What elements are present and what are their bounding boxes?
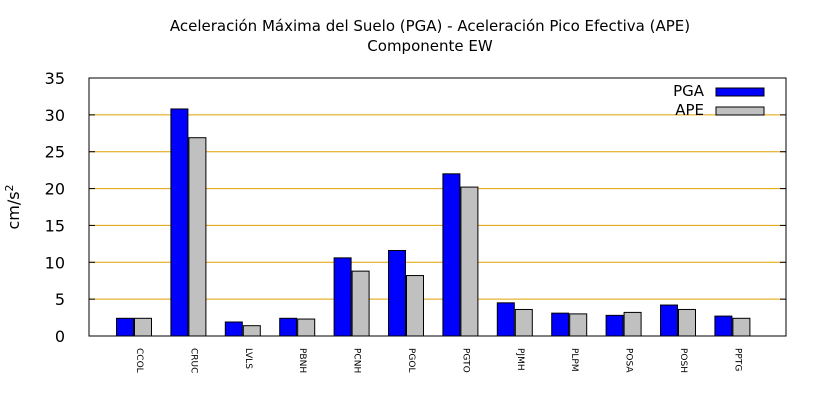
bars bbox=[116, 108, 751, 337]
y-tick-label-10: 10 bbox=[45, 253, 65, 272]
bar-ape-pcnh bbox=[351, 270, 370, 337]
bar-pga-ccol bbox=[116, 317, 134, 337]
bar-ape-plpm bbox=[569, 313, 588, 337]
x-ticks: CCOL CRUC LVLS PBNH PCNH PGOL PGTO PJMH PLPM POSA… bbox=[134, 348, 742, 373]
plot-frame bbox=[88, 77, 787, 337]
bar-ape-pbnh bbox=[297, 318, 316, 337]
y-tick-label-0: 0 bbox=[55, 327, 65, 346]
y-axis-label: cm/s2 bbox=[3, 184, 23, 229]
y-ticks: 0 5 10 15 20 25 30 35 bbox=[45, 69, 786, 346]
bar-pga-lvls bbox=[224, 321, 243, 337]
x-tick-label-pjmh: PJMH bbox=[515, 348, 525, 371]
bar-pga-pgol bbox=[388, 249, 406, 337]
legend-swatch-ape bbox=[715, 106, 765, 116]
bar-ape-pgto bbox=[460, 186, 479, 337]
x-tick-label-pgto: PGTO bbox=[460, 348, 470, 373]
chart-subtitle: Componente EW bbox=[367, 37, 493, 55]
y-tick-label-15: 15 bbox=[45, 216, 65, 235]
chart-title: Aceleración Máxima del Suelo (PGA) - Ace… bbox=[170, 17, 690, 35]
legend: PGA APE bbox=[673, 82, 765, 119]
y-tick-label-35: 35 bbox=[45, 69, 65, 88]
bar-pga-pjmh bbox=[496, 302, 515, 337]
bar-pga-pcnh bbox=[333, 257, 352, 337]
bar-ape-posa bbox=[623, 311, 642, 337]
bar-ape-lvls bbox=[242, 325, 261, 337]
x-tick-label-pbnh: PBNH bbox=[297, 348, 307, 373]
bar-pga-plpm bbox=[551, 312, 570, 337]
y-axis-label-exponent: 2 bbox=[3, 184, 16, 191]
y-tick-label-5: 5 bbox=[55, 290, 65, 309]
bar-ape-cruc bbox=[188, 137, 207, 337]
x-tick-label-plpm: PLPM bbox=[569, 348, 579, 372]
bar-ape-pgol bbox=[406, 275, 424, 337]
x-tick-label-pcnh: PCNH bbox=[352, 348, 362, 373]
bar-pga-posa bbox=[605, 314, 624, 337]
x-tick-label-cruc: CRUC bbox=[188, 348, 198, 373]
y-tick-label-20: 20 bbox=[45, 180, 65, 199]
legend-label-ape: APE bbox=[675, 101, 704, 119]
y-tick-label-25: 25 bbox=[45, 143, 65, 162]
x-tick-label-lvls: LVLS bbox=[243, 348, 253, 369]
y-tick-label-30: 30 bbox=[45, 106, 65, 125]
bar-pga-cruc bbox=[170, 108, 189, 337]
x-tick-label-posh: POSH bbox=[678, 348, 688, 373]
bar-ape-pptg bbox=[732, 317, 751, 337]
legend-label-pga: PGA bbox=[673, 82, 705, 100]
legend-swatch-pga bbox=[715, 87, 765, 97]
bar-pga-pptg bbox=[714, 315, 733, 337]
x-tick-label-posa: POSA bbox=[624, 348, 634, 373]
bar-ape-pjmh bbox=[514, 308, 533, 337]
x-tick-label-pgol: PGOL bbox=[406, 348, 416, 373]
bar-pga-posh bbox=[660, 304, 678, 337]
x-tick-label-ccol: CCOL bbox=[134, 348, 144, 373]
bar-ape-ccol bbox=[134, 317, 152, 337]
bar-pga-pbnh bbox=[279, 317, 298, 337]
x-tick-label-pptg: PPTG bbox=[732, 348, 742, 371]
y-axis-label-unit: cm/s bbox=[4, 191, 23, 229]
bar-ape-posh bbox=[678, 308, 696, 337]
bar-pga-pgto bbox=[442, 173, 461, 337]
